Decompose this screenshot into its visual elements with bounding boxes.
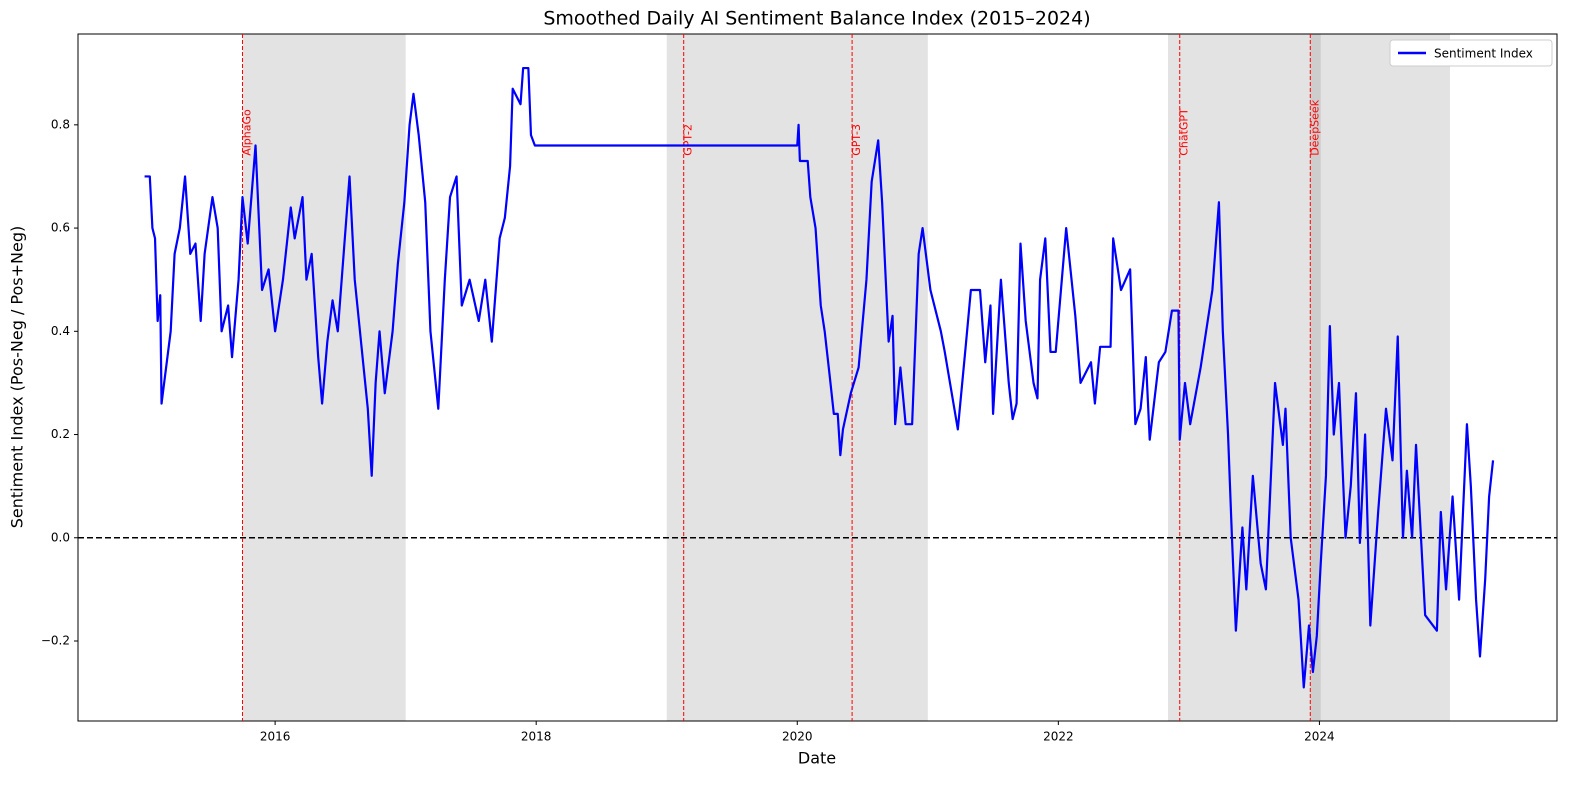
event-label: DeepSeek [1308, 99, 1321, 156]
x-tick-label: 2020 [782, 730, 813, 744]
event-label: AlphaGo [240, 109, 253, 156]
series-line [144, 66, 1495, 689]
shaded-span [1310, 34, 1450, 721]
plot-frame [77, 33, 1558, 722]
event-label: GPT-2 [682, 124, 695, 156]
x-tick-label: 2022 [1043, 730, 1074, 744]
x-axis-label: Date [798, 749, 836, 768]
y-tick-label: 0.2 [51, 427, 70, 441]
shaded-span [666, 34, 928, 721]
x-tick-label: 2024 [1304, 730, 1335, 744]
y-tick-label: 0.8 [51, 117, 70, 131]
x-tick-label: 2018 [521, 730, 552, 744]
shaded-span [1167, 34, 1321, 721]
chart-title: Smoothed Daily AI Sentiment Balance Inde… [543, 8, 1090, 30]
y-axis-label: Sentiment Index (Pos-Neg / Pos+Neg) [8, 226, 27, 529]
event-label: GPT-3 [850, 124, 863, 156]
y-tick-label: 0.6 [51, 221, 70, 235]
y-tick-label: 0.4 [51, 324, 70, 338]
y-tick-label: 0.0 [51, 530, 70, 544]
event-label: ChatGPT [1178, 108, 1191, 156]
x-tick-label: 2016 [260, 730, 291, 744]
legend-label: Sentiment Index [1434, 47, 1533, 61]
y-tick-label: −0.2 [41, 633, 70, 647]
legend-box [1389, 39, 1553, 67]
